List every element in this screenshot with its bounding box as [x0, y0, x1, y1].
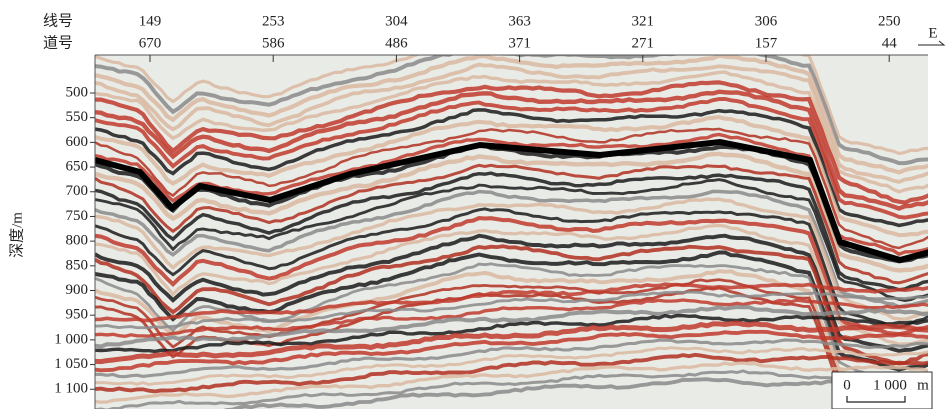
reflector — [95, 250, 928, 372]
line-number: 321 — [632, 13, 655, 29]
reflector — [95, 233, 928, 353]
scale-box — [831, 371, 933, 409]
reflector — [95, 80, 928, 205]
trace-number: 586 — [262, 35, 285, 51]
reflector — [95, 361, 928, 404]
y-tick-label: 1 050 — [54, 356, 88, 372]
reflector — [95, 320, 928, 365]
reflector — [95, 223, 928, 346]
y-tick-label: 800 — [66, 233, 89, 249]
reflector — [222, 377, 928, 409]
y-tick-label: 700 — [66, 183, 89, 199]
reflector — [95, 96, 928, 220]
trace-number: 271 — [632, 35, 655, 51]
reflector — [95, 55, 928, 166]
row-label: 线号 — [43, 12, 73, 29]
reflector — [95, 338, 928, 379]
reflector — [95, 115, 928, 238]
reflector — [95, 207, 928, 329]
reflector — [95, 189, 928, 309]
direction-arrow — [918, 40, 946, 46]
scale-unit: m — [917, 377, 929, 393]
y-tick-label: 1 100 — [54, 381, 88, 397]
reflector — [95, 244, 928, 366]
reflector — [95, 290, 928, 330]
reflector — [95, 304, 928, 349]
y-tick-label: 600 — [66, 134, 89, 150]
line-number: 363 — [508, 13, 531, 29]
reflector — [95, 216, 928, 337]
direction-label: E — [928, 25, 937, 41]
y-tick-label: 500 — [66, 84, 89, 100]
y-tick-label: 650 — [66, 159, 89, 175]
trace-number: 157 — [755, 35, 778, 51]
reflector — [95, 352, 928, 394]
reflector — [95, 278, 928, 402]
trace-number: 486 — [385, 35, 408, 51]
line-number: 306 — [755, 13, 778, 29]
scale-start: 0 — [843, 377, 851, 393]
seismic-reflectors — [95, 55, 928, 409]
y-tick-label: 750 — [66, 208, 89, 224]
scale-length: 1 000 — [873, 377, 907, 393]
trace-number: 44 — [882, 35, 898, 51]
reflector — [95, 286, 928, 409]
reflector — [95, 70, 928, 194]
y-axis-label: 深度/m — [8, 212, 25, 258]
scale-line — [846, 396, 906, 403]
y-tick-label: 1 000 — [54, 331, 88, 347]
reflector — [95, 329, 928, 373]
reflector — [95, 55, 928, 156]
line-number: 250 — [878, 13, 901, 29]
reflector — [95, 163, 928, 285]
reflector — [95, 298, 928, 338]
reflector — [95, 346, 928, 387]
y-tick-label: 950 — [66, 307, 89, 323]
reflector — [95, 151, 928, 273]
reflector — [95, 171, 928, 292]
reflector — [95, 369, 928, 409]
line-number: 304 — [385, 13, 408, 29]
row-label: 道号 — [43, 34, 73, 51]
reflector — [95, 108, 928, 228]
y-tick-label: 900 — [66, 282, 89, 298]
scale-bar: 0 1 000 m — [831, 371, 933, 409]
y-tick-label: 850 — [66, 257, 89, 273]
y-tick-label: 550 — [66, 109, 89, 125]
trace-number: 371 — [508, 35, 531, 51]
reflector — [95, 89, 928, 211]
reflector — [95, 62, 928, 184]
reflector — [95, 55, 928, 175]
line-number: 253 — [262, 13, 285, 29]
trace-number: 670 — [139, 35, 162, 51]
line-number: 149 — [139, 13, 162, 29]
reflector — [95, 138, 928, 264]
reflector — [95, 197, 928, 322]
reflector — [95, 313, 928, 354]
reflector — [95, 178, 928, 303]
reflector — [95, 282, 928, 323]
reflector — [95, 127, 928, 250]
